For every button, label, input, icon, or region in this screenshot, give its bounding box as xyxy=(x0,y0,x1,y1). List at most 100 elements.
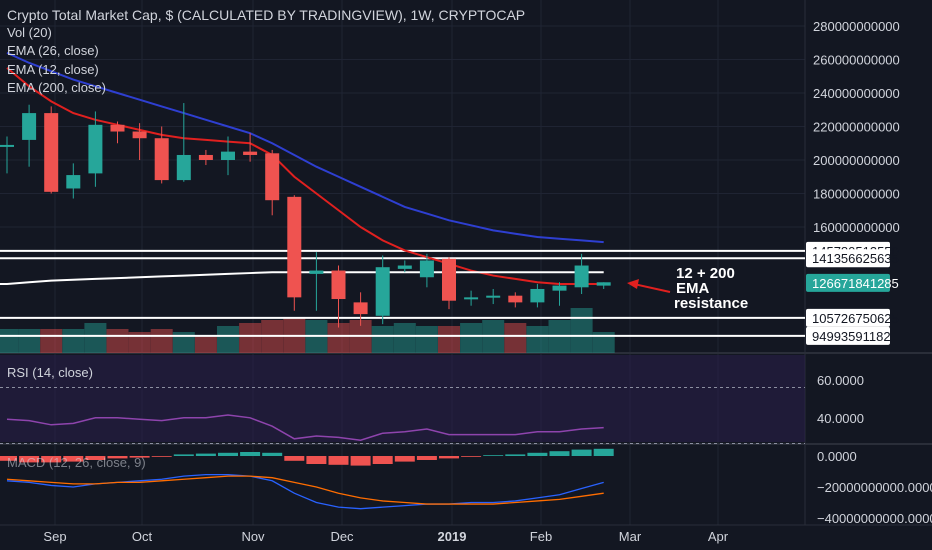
candle-body xyxy=(176,154,191,181)
legend-ema26: EMA (26, close) xyxy=(7,43,99,58)
candles xyxy=(0,103,611,328)
price-tick-label: 200000000000 xyxy=(813,153,900,168)
ema12-line xyxy=(6,67,604,285)
candle-body xyxy=(353,302,368,315)
legend-macd: MACD (12, 26, close, 9) xyxy=(7,455,146,470)
macd-histogram-bar xyxy=(527,452,548,456)
volume-bar xyxy=(128,332,151,353)
volume-bar xyxy=(592,332,615,353)
macd-histogram-bar xyxy=(549,451,570,456)
price-level-tag xyxy=(806,249,890,268)
candle-body xyxy=(265,153,280,201)
macd-histogram-bar xyxy=(483,455,504,456)
macd-pane: 0.0000 −20000000000.0000 −40000000000.0000 xyxy=(0,448,932,526)
macd-histogram-bar xyxy=(505,454,526,456)
macd-histogram-bar xyxy=(262,452,283,456)
legend-volume: Vol (20) xyxy=(7,25,52,40)
macd-signal-line xyxy=(6,475,604,505)
macd-histogram-bar xyxy=(306,456,327,464)
time-tick-label: Dec xyxy=(330,529,354,544)
macd-histogram-bar xyxy=(461,456,482,457)
price-level-tag xyxy=(806,273,890,292)
price-level-lines xyxy=(0,249,805,337)
time-tick-label: Sep xyxy=(43,529,66,544)
macd-histogram-bar xyxy=(571,449,592,456)
volume-bar xyxy=(194,335,217,353)
legend-ema200: EMA (200, close) xyxy=(7,80,106,95)
volume-bar xyxy=(62,329,85,353)
price-level-label: 141356625635 xyxy=(812,251,899,266)
volume-bar xyxy=(84,323,107,353)
candle-body xyxy=(110,124,125,132)
macd-histogram-bar xyxy=(19,456,40,463)
candle-body xyxy=(464,297,479,300)
time-tick-label: Oct xyxy=(132,529,153,544)
price-level-label: 105726750625 xyxy=(812,311,899,326)
price-tick-label: 160000000000 xyxy=(813,220,900,235)
time-axis: Sep Oct Nov Dec 2019 Feb Mar Apr xyxy=(43,529,728,544)
candle-body xyxy=(66,175,81,189)
macd-histogram-bar xyxy=(0,456,17,461)
macd-histogram-bar xyxy=(284,456,305,461)
price-axis: 280000000000 260000000000 240000000000 2200… xyxy=(806,19,900,345)
volume-bar xyxy=(371,326,394,353)
macd-histogram-bar xyxy=(593,448,614,456)
volume-bar xyxy=(106,329,129,353)
volume-bar xyxy=(217,326,239,353)
macd-histogram-bar xyxy=(129,456,150,458)
candle-body xyxy=(375,267,390,316)
macd-histogram-bar xyxy=(350,456,371,466)
macd-histogram-bar xyxy=(41,456,62,463)
candle-body xyxy=(221,151,235,160)
time-tick-label: Feb xyxy=(530,529,552,544)
price-tick-label: 280000000000 xyxy=(813,19,900,34)
candle-body xyxy=(44,113,59,192)
macd-tick-label: 0.0000 xyxy=(817,449,857,464)
candle-body xyxy=(508,295,523,303)
candle-body xyxy=(198,154,213,160)
candle-body xyxy=(530,288,545,303)
volume-bar xyxy=(18,329,41,353)
volume-bar xyxy=(327,323,350,353)
macd-histogram-bar xyxy=(63,456,84,462)
candle-body xyxy=(419,260,434,278)
volume-bar xyxy=(526,326,549,353)
candle-body xyxy=(442,258,456,301)
time-tick-label: Apr xyxy=(708,529,729,544)
annotation-line1: 12 + 200 xyxy=(676,265,735,282)
volume-bar xyxy=(393,323,416,353)
rsi-tick-label: 40.0000 xyxy=(817,411,864,426)
candle-body xyxy=(397,265,412,269)
time-tick-label: 2019 xyxy=(438,529,467,544)
volume-bar xyxy=(150,329,173,353)
candle-body xyxy=(596,282,611,286)
candle-body xyxy=(22,113,37,140)
macd-histogram-bar xyxy=(195,453,216,456)
annotation-arrow xyxy=(627,279,671,293)
legend-rsi: RSI (14, close) xyxy=(7,365,93,380)
price-tick-label: 260000000000 xyxy=(813,53,900,68)
volume-bar xyxy=(415,326,438,353)
rsi-line xyxy=(6,414,604,441)
macd-histogram-bar xyxy=(107,456,128,459)
macd-histogram-bar xyxy=(439,456,459,459)
candle-body xyxy=(132,131,147,139)
candle-body xyxy=(552,285,567,291)
price-level-tag xyxy=(806,326,890,345)
annotation-text: 12 + 200 EMA resistance xyxy=(674,266,748,311)
volume-bar xyxy=(172,332,195,353)
volume-bar xyxy=(239,323,262,353)
candle-body xyxy=(331,270,346,300)
price-tick-label: 240000000000 xyxy=(813,86,900,101)
annotation-line2: EMA xyxy=(676,280,710,297)
legend-ema12: EMA (12, close) xyxy=(7,62,99,77)
candle-body xyxy=(309,270,324,274)
rsi-pane: 60.0000 40.0000 xyxy=(0,373,864,444)
time-tick-label: Mar xyxy=(619,529,642,544)
candle-body xyxy=(486,295,501,298)
macd-histogram-bar xyxy=(416,456,437,460)
time-tick-label: Nov xyxy=(241,529,265,544)
